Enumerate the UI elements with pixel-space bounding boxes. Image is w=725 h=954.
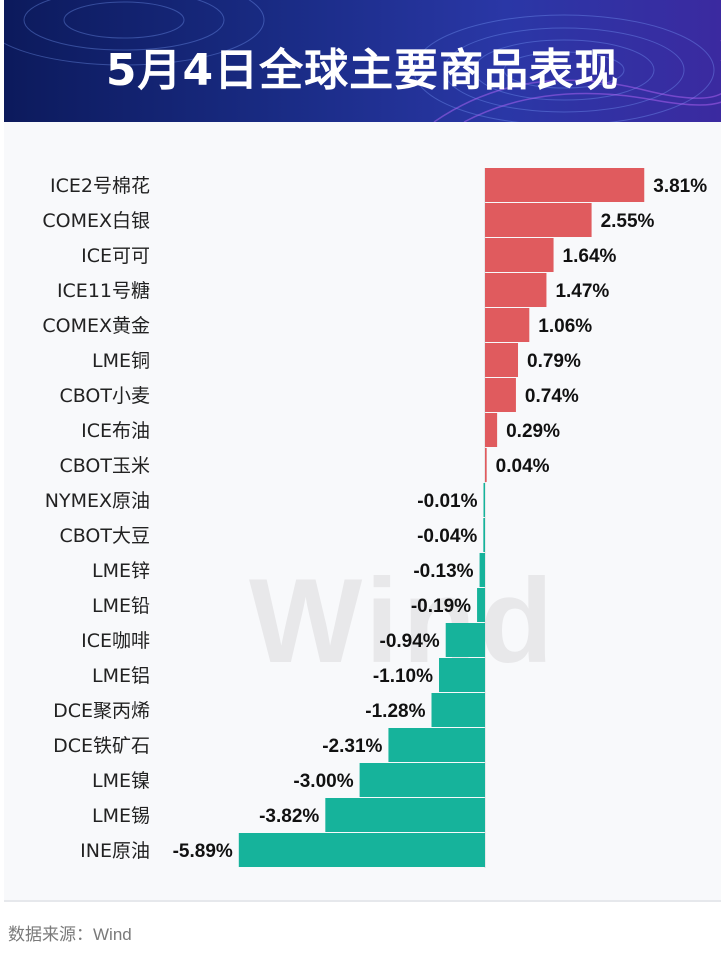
category-label: COMEX黄金 bbox=[42, 315, 150, 337]
data-label: 0.79% bbox=[527, 351, 581, 372]
bar bbox=[479, 553, 485, 587]
bar bbox=[431, 693, 485, 727]
category-label: ICE布油 bbox=[81, 420, 150, 442]
category-label: ICE咖啡 bbox=[81, 630, 150, 652]
bar bbox=[485, 273, 547, 307]
bar bbox=[445, 623, 485, 657]
bar bbox=[483, 483, 485, 517]
chart-title: 5月4日全球主要商品表现 bbox=[105, 45, 620, 96]
category-label: NYMEX原油 bbox=[45, 490, 150, 512]
data-label: 1.06% bbox=[538, 316, 592, 337]
data-label: -3.00% bbox=[293, 771, 353, 792]
bar bbox=[485, 413, 498, 447]
chart-panel: Wind bbox=[4, 122, 721, 902]
banner-decoration bbox=[4, 0, 721, 122]
category-label: LME铝 bbox=[92, 665, 150, 687]
title-banner: 5月4日全球主要商品表现 bbox=[4, 0, 721, 122]
bar bbox=[388, 728, 485, 762]
data-label: -3.82% bbox=[259, 806, 319, 827]
data-label: -0.04% bbox=[417, 526, 477, 547]
category-label: CBOT大豆 bbox=[59, 525, 150, 547]
data-label: -5.89% bbox=[173, 841, 233, 862]
category-label: LME镍 bbox=[92, 770, 150, 792]
data-label: 3.81% bbox=[653, 176, 707, 197]
category-label: DCE铁矿石 bbox=[53, 735, 150, 757]
bar bbox=[325, 798, 485, 832]
data-label: 0.04% bbox=[496, 456, 550, 477]
category-label: ICE可可 bbox=[81, 245, 150, 267]
wind-watermark: Wind bbox=[249, 554, 558, 688]
bar bbox=[485, 168, 645, 202]
category-label: CBOT小麦 bbox=[59, 385, 150, 407]
data-label: -0.94% bbox=[380, 631, 440, 652]
data-label: 0.29% bbox=[506, 421, 560, 442]
bar bbox=[485, 203, 592, 237]
bar bbox=[485, 448, 487, 482]
bar-chart: ICE2号棉花 3.81% COMEX白银 2.55% ICE可可 1.64% ICE11号… bbox=[42, 168, 707, 868]
category-label: LME铅 bbox=[92, 595, 150, 617]
bar bbox=[485, 308, 530, 342]
data-label: -1.28% bbox=[365, 701, 425, 722]
bar bbox=[483, 518, 485, 552]
bar bbox=[238, 833, 485, 867]
data-label: -0.13% bbox=[413, 561, 473, 582]
bar bbox=[439, 658, 485, 692]
category-label: ICE2号棉花 bbox=[50, 175, 150, 197]
data-label: -0.01% bbox=[417, 491, 477, 512]
category-label: LME铜 bbox=[92, 350, 150, 372]
category-label: LME锌 bbox=[92, 560, 150, 582]
category-label: ICE11号糖 bbox=[57, 280, 150, 302]
bar bbox=[477, 588, 485, 622]
category-label: LME锡 bbox=[92, 805, 150, 827]
data-label: -2.31% bbox=[322, 736, 382, 757]
category-label: DCE聚丙烯 bbox=[53, 700, 150, 722]
bar bbox=[485, 343, 519, 377]
data-label: 1.64% bbox=[563, 246, 617, 267]
bar bbox=[485, 238, 554, 272]
bar bbox=[359, 763, 485, 797]
category-label: INE原油 bbox=[80, 840, 150, 862]
data-label: -1.10% bbox=[373, 666, 433, 687]
source-note: 数据来源：Wind bbox=[8, 925, 132, 944]
bar bbox=[485, 378, 516, 412]
category-label: COMEX白银 bbox=[42, 210, 150, 232]
data-label: 2.55% bbox=[601, 211, 655, 232]
data-label: 0.74% bbox=[525, 386, 579, 407]
category-label: CBOT玉米 bbox=[59, 455, 150, 477]
data-label: -0.19% bbox=[411, 596, 471, 617]
data-label: 1.47% bbox=[555, 281, 609, 302]
